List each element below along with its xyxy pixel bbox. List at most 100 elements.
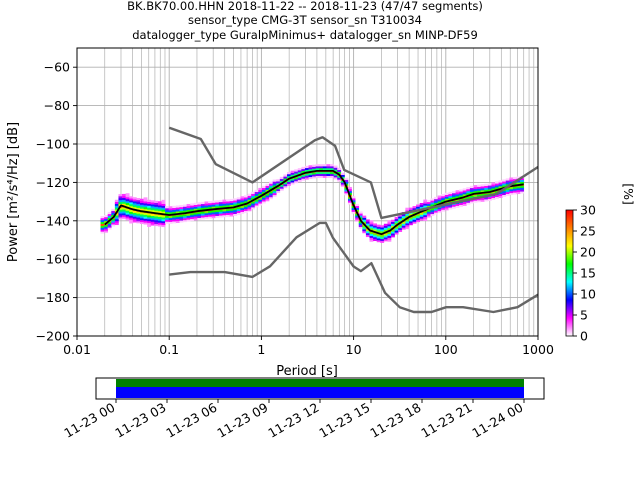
histogram-cell: [157, 224, 162, 227]
histogram-cell: [118, 199, 123, 203]
histogram-cell: [340, 180, 345, 183]
colorbar-tick-label: 15: [580, 266, 596, 281]
histogram-cell: [165, 206, 169, 209]
histogram-cell: [172, 219, 177, 222]
histogram-cell: [362, 215, 367, 218]
histogram-cell: [430, 213, 435, 216]
histogram-cell: [118, 194, 123, 197]
histogram-cell: [114, 199, 119, 202]
histogram-cell: [469, 187, 474, 191]
histogram-cell: [247, 203, 252, 206]
histogram-cell: [122, 199, 126, 202]
histogram-cell: [304, 167, 309, 170]
histogram-cell: [118, 201, 123, 205]
colorbar: 0 5 10 15 20 25 30 [%]: [565, 183, 636, 344]
histogram-cell: [423, 214, 428, 218]
histogram-cell: [373, 225, 377, 228]
histogram-cell: [161, 199, 166, 203]
histogram-cell: [394, 222, 399, 225]
histogram-cell: [129, 202, 134, 205]
histogram-cell: [423, 205, 428, 208]
histogram-cell: [139, 204, 144, 207]
histogram-cell: [362, 229, 367, 232]
histogram-cell: [233, 209, 238, 213]
histogram-cell: [330, 164, 334, 167]
histogram-cell: [351, 211, 356, 214]
histogram-cell: [139, 221, 144, 225]
histogram-cell: [258, 201, 263, 204]
histogram-cell: [373, 227, 377, 230]
histogram-cell: [172, 217, 177, 220]
histogram-cell: [276, 183, 281, 186]
histogram-cell: [143, 218, 148, 221]
histogram-cell: [383, 227, 388, 230]
histogram-cell: [376, 239, 381, 243]
histogram-cell: [330, 171, 334, 175]
histogram-cell: [347, 186, 352, 190]
histogram-cell: [190, 207, 195, 210]
histogram-cell: [183, 210, 187, 213]
histogram-cell: [114, 205, 119, 208]
histogram-cell: [269, 185, 273, 188]
histogram-cell: [459, 189, 464, 192]
histogram-cell: [315, 173, 320, 176]
histogram-cell: [272, 190, 277, 194]
histogram-cell: [186, 209, 191, 212]
histogram-cell: [200, 203, 205, 207]
histogram-cell: [498, 191, 503, 195]
histogram-cell: [226, 210, 230, 214]
histogram-cell: [319, 164, 324, 167]
histogram-cell: [175, 205, 180, 208]
y-tick-label: −60: [44, 60, 70, 75]
histogram-cell: [462, 188, 467, 191]
histogram-cell: [520, 185, 525, 188]
histogram-cell: [118, 196, 123, 199]
histogram-cell: [444, 196, 449, 199]
histogram-cell: [455, 192, 460, 195]
histogram-cell: [520, 189, 525, 192]
histogram-cell: [111, 210, 116, 213]
x-tick-label: 100: [434, 342, 458, 357]
histogram-cell: [183, 219, 187, 223]
histogram-cell: [276, 190, 281, 193]
histogram-cell: [423, 203, 428, 206]
histogram-cell: [408, 221, 413, 224]
histogram-cell: [477, 198, 481, 201]
histogram-cell: [186, 217, 191, 220]
histogram-cell: [487, 189, 492, 192]
histogram-cell: [190, 212, 195, 216]
histogram-cell: [408, 217, 413, 220]
histogram-cell: [272, 194, 277, 198]
histogram-cell: [143, 208, 148, 212]
histogram-cell: [495, 196, 499, 199]
histogram-cell: [351, 207, 356, 210]
histogram-cell: [401, 213, 406, 217]
y-tick-label: −160: [36, 252, 70, 267]
histogram-cell: [276, 188, 281, 192]
histogram-cell: [287, 175, 291, 179]
histogram-cell: [380, 227, 385, 230]
colorbar-tick-label: 10: [580, 287, 596, 302]
histogram-cell: [211, 202, 216, 205]
histogram-cell: [132, 203, 137, 206]
histogram-cell: [218, 199, 223, 203]
histogram-cell: [509, 190, 514, 194]
histogram-cell: [265, 193, 270, 196]
histogram-cell: [150, 221, 155, 224]
histogram-cell: [308, 176, 313, 179]
histogram-cell: [462, 201, 467, 204]
histogram-cell: [376, 226, 381, 229]
histogram-cell: [222, 203, 227, 206]
histogram-cell: [208, 212, 213, 215]
histogram-cell: [143, 203, 148, 206]
histogram-cell: [165, 215, 169, 218]
histogram-cell: [143, 206, 148, 210]
x-tick-label: 0.1: [159, 342, 179, 357]
histogram-cell: [172, 221, 177, 224]
histogram-cell: [495, 194, 499, 198]
histogram-cell: [315, 164, 320, 167]
histogram-cell: [100, 227, 105, 230]
histogram-cell: [132, 216, 137, 219]
histogram-cell: [165, 219, 169, 222]
histogram-cell: [362, 217, 367, 220]
